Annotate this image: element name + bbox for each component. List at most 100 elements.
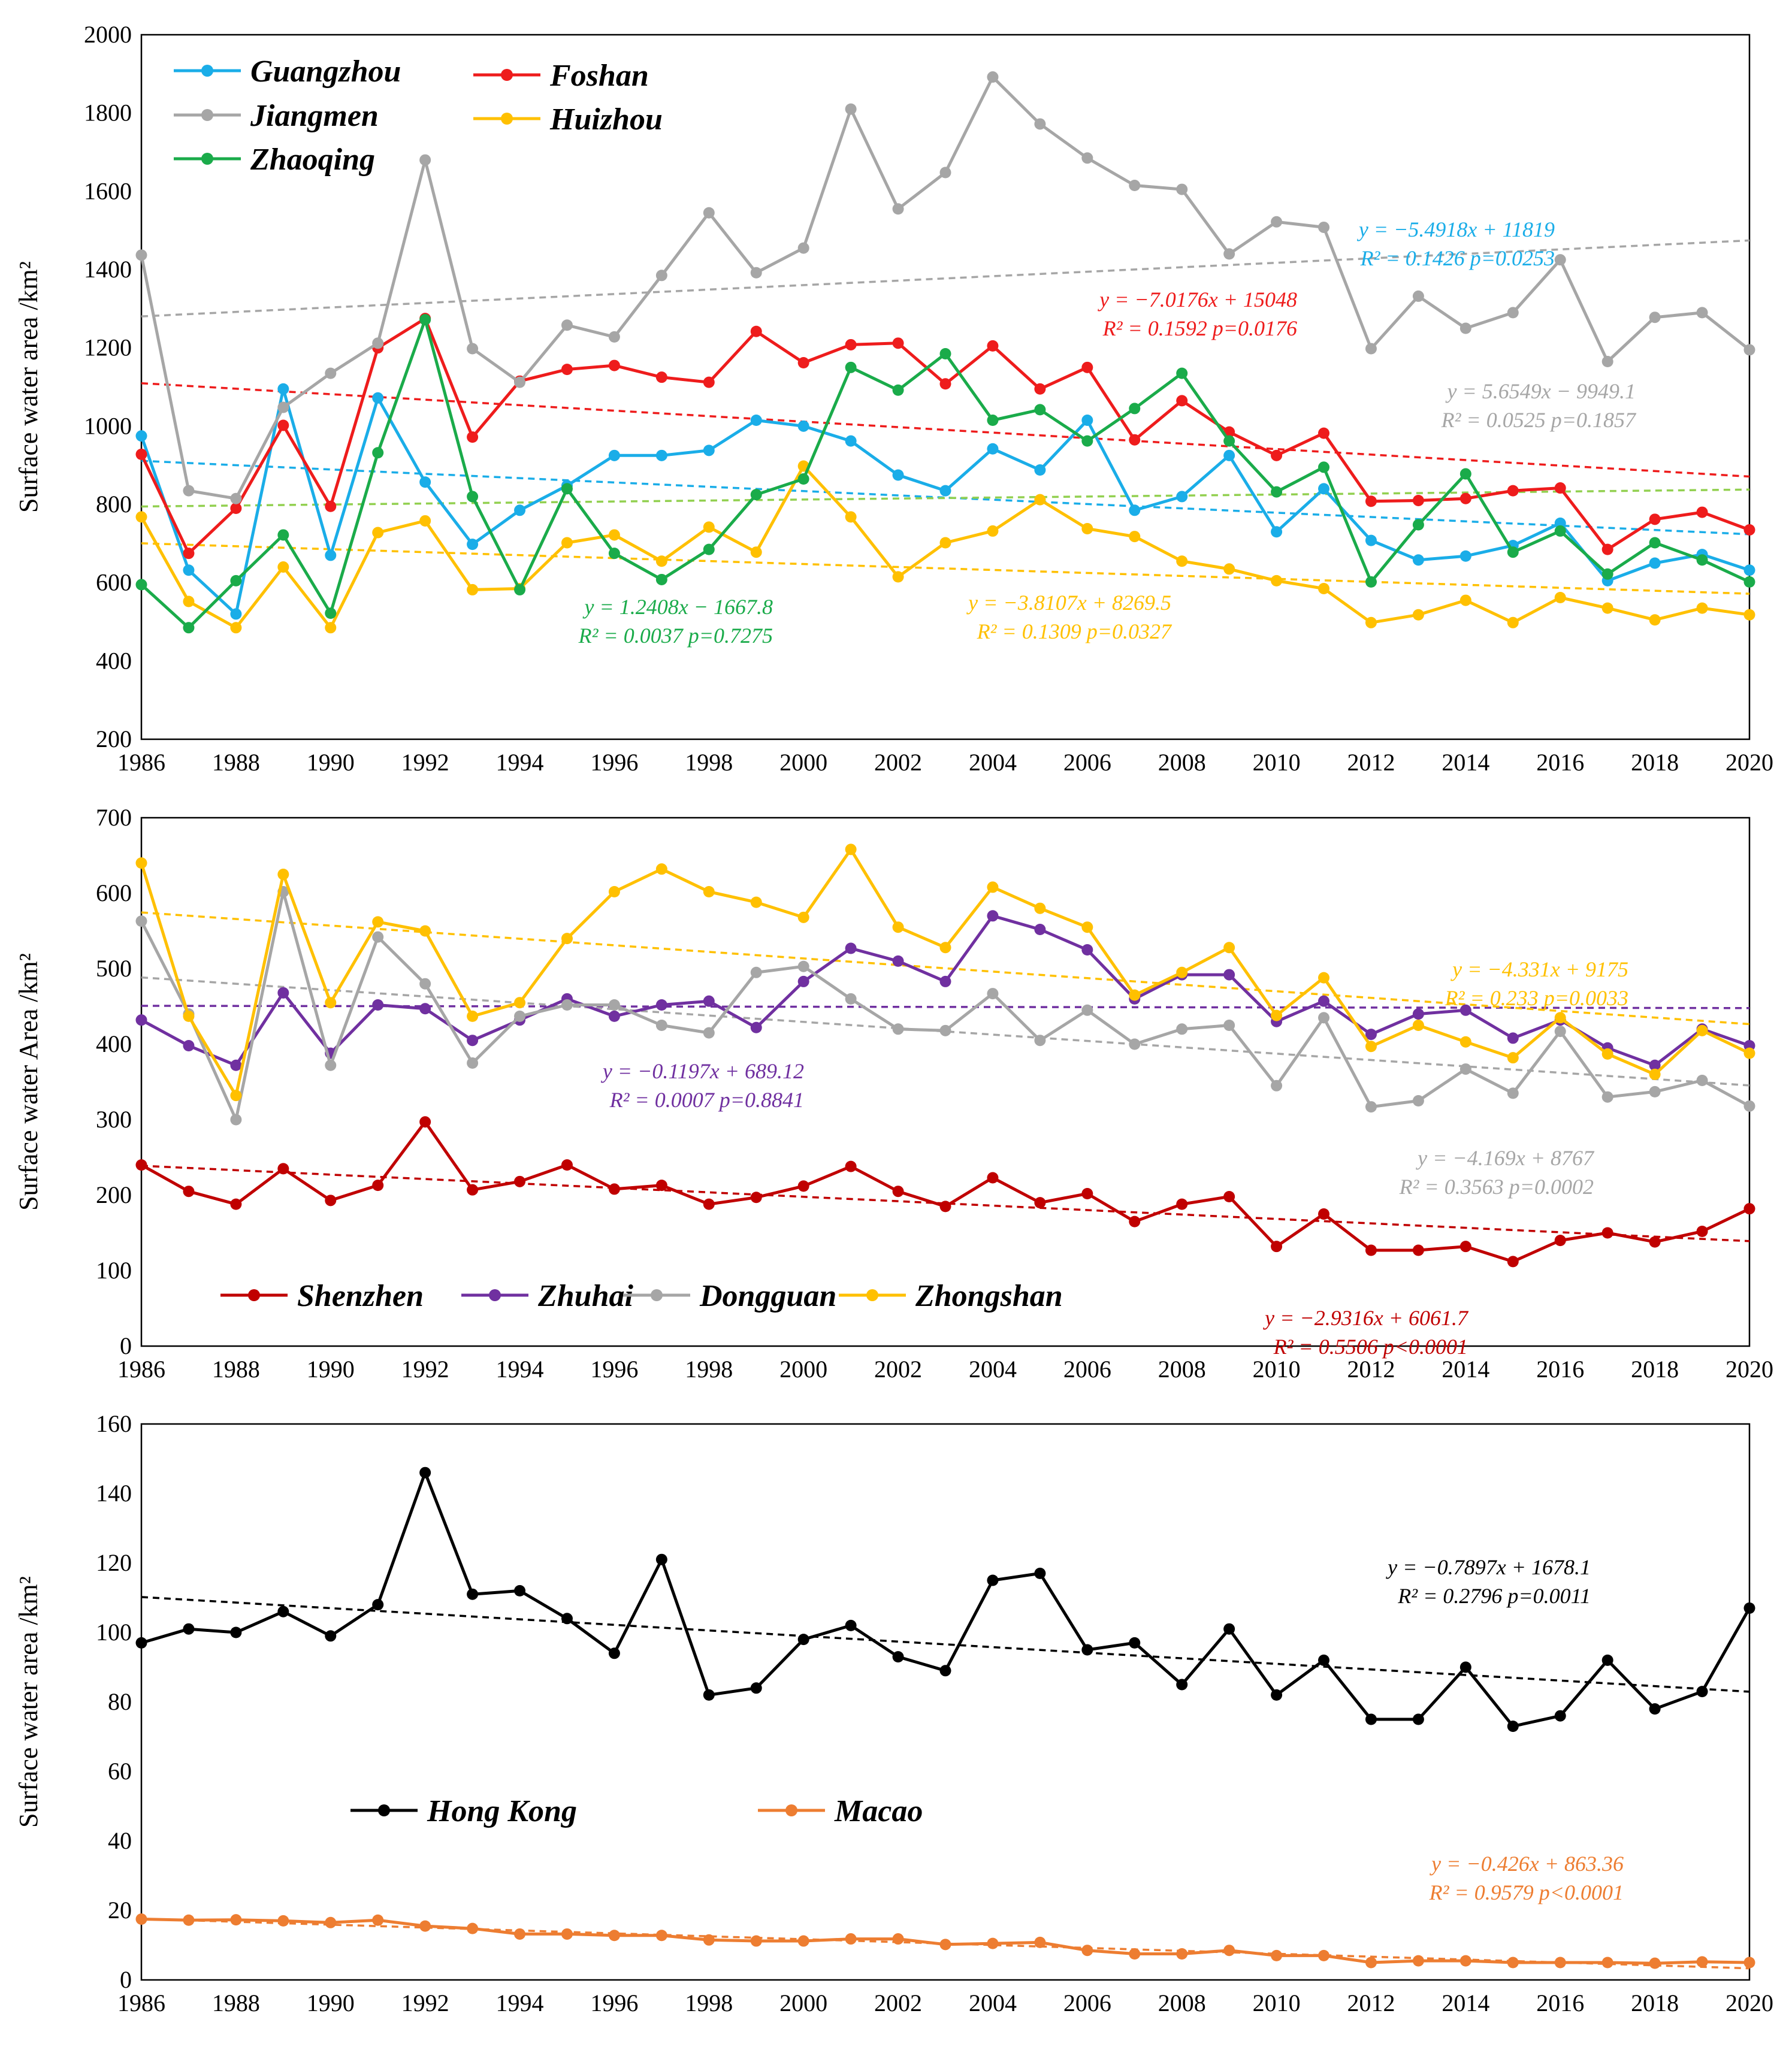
data-point-hong-kong (372, 1599, 384, 1611)
x-tick-label: 1988 (212, 1989, 260, 2016)
legend-item-guangzhou: Guangzhou (174, 55, 401, 89)
trend-equation: y = −0.1197x + 689.12 (601, 1059, 804, 1083)
data-point-foshan (325, 500, 337, 512)
data-point-shenzhen (892, 1186, 904, 1198)
x-tick-label: 2018 (1631, 1989, 1679, 2016)
data-point-hong-kong (325, 1630, 337, 1642)
data-point-jiangmen (1601, 356, 1613, 368)
y-tick-label: 600 (96, 879, 132, 906)
data-point-guangzhou (703, 445, 715, 456)
x-tick-label: 1994 (496, 749, 544, 776)
x-tick-label: 2012 (1347, 749, 1395, 776)
x-tick-label: 2014 (1442, 1989, 1489, 2016)
x-tick-label: 2018 (1631, 749, 1679, 776)
data-point-dongguan (750, 966, 762, 978)
data-point-foshan (1081, 361, 1093, 373)
data-point-zhuhai (1034, 923, 1046, 935)
data-point-hong-kong (1507, 1721, 1519, 1732)
data-point-huizhou (987, 525, 999, 537)
data-point-zhongshan (845, 843, 857, 855)
x-tick-label: 2014 (1442, 749, 1489, 776)
data-point-jiangmen (797, 242, 809, 254)
data-point-shenzhen (1223, 1191, 1235, 1203)
data-point-hong-kong (1554, 1710, 1566, 1722)
data-point-zhongshan (1554, 1012, 1566, 1024)
data-point-jiangmen (277, 401, 289, 413)
y-tick-label: 1400 (84, 256, 132, 283)
trendline-zhongshan (141, 911, 1750, 1026)
trend-stats: R² = 0.0037 p=0.7275 (578, 624, 773, 648)
data-point-dongguan (514, 1010, 526, 1022)
data-point-jiangmen (467, 343, 479, 355)
x-tick-label: 1996 (590, 749, 638, 776)
data-point-shenzhen (1696, 1225, 1708, 1237)
data-point-zhongshan (1743, 1047, 1755, 1059)
data-point-huizhou (183, 595, 195, 607)
data-point-shenzhen (1601, 1227, 1613, 1239)
x-tick-label: 1996 (590, 1989, 638, 2016)
data-point-guangzhou (514, 504, 526, 516)
x-tick-label: 1988 (212, 1356, 260, 1383)
data-point-guangzhou (892, 469, 904, 481)
data-point-dongguan (1176, 1023, 1188, 1035)
y-tick-label: 1800 (84, 99, 132, 126)
chart-panel-1: 200 400 600 800 1000 1200 1400 1600 1800 2000 1986… (14, 21, 1773, 776)
data-point-huizhou (655, 555, 667, 567)
data-point-jiangmen (419, 154, 431, 166)
legend-swatch-marker (201, 153, 213, 165)
data-point-guangzhou (277, 383, 289, 395)
data-point-zhuhai (939, 975, 951, 987)
y-tick-label: 200 (96, 1181, 132, 1208)
data-point-hong-kong (183, 1623, 195, 1635)
data-point-jiangmen (325, 367, 337, 379)
data-point-foshan (655, 371, 667, 383)
data-point-hong-kong (1743, 1602, 1755, 1614)
data-point-zhongshan (277, 869, 289, 880)
data-point-huizhou (1034, 494, 1046, 506)
legend-item-zhuhai: Zhuhai (461, 1279, 634, 1313)
data-point-jiangmen (608, 331, 620, 343)
data-point-huizhou (1223, 563, 1235, 575)
x-tick-label: 2006 (1063, 1989, 1111, 2016)
data-point-huizhou (892, 571, 904, 583)
data-point-hong-kong (1601, 1654, 1613, 1666)
trend-equation: y = 5.6549x − 9949.1 (1445, 379, 1636, 403)
series-jiangmen (135, 71, 1755, 504)
legend-swatch-marker (378, 1804, 390, 1816)
data-point-macao (655, 1930, 667, 1942)
data-point-macao (1034, 1936, 1046, 1948)
data-point-zhongshan (1081, 921, 1093, 933)
series-hong-kong (135, 1467, 1755, 1732)
data-point-jiangmen (1176, 183, 1188, 195)
data-point-zhongshan (1318, 972, 1330, 984)
series-dongguan (135, 885, 1755, 1126)
x-tick-label: 1994 (496, 1356, 544, 1383)
legend-label: Macao (834, 1794, 923, 1828)
data-point-dongguan (1412, 1095, 1424, 1106)
data-point-zhaoqing (183, 622, 195, 634)
series-zhaoqing (135, 314, 1755, 634)
data-point-jiangmen (1554, 254, 1566, 266)
data-point-hong-kong (467, 1588, 479, 1600)
data-point-guangzhou (845, 435, 857, 447)
data-point-huizhou (1696, 602, 1708, 614)
y-tick-label: 2000 (84, 21, 132, 48)
data-point-zhuhai (1412, 1008, 1424, 1020)
y-axis-label: Surface water area /km² (14, 261, 43, 513)
data-point-macao (1459, 1955, 1471, 1967)
data-point-zhaoqing (655, 573, 667, 585)
data-point-guangzhou (1271, 526, 1283, 538)
data-point-hong-kong (1223, 1623, 1235, 1635)
data-point-huizhou (277, 561, 289, 573)
data-point-macao (750, 1935, 762, 1947)
x-tick-label: 1992 (401, 1356, 449, 1383)
data-point-hong-kong (939, 1665, 951, 1677)
trend-stats: R² = 0.0525 p=0.1857 (1441, 408, 1637, 432)
data-point-macao (1223, 1945, 1235, 1957)
data-point-huizhou (467, 583, 479, 595)
trendline-hong-kong (141, 1596, 1750, 1693)
data-point-huizhou (1365, 616, 1377, 628)
data-point-zhongshan (1412, 1020, 1424, 1031)
data-point-jiangmen (1412, 290, 1424, 302)
